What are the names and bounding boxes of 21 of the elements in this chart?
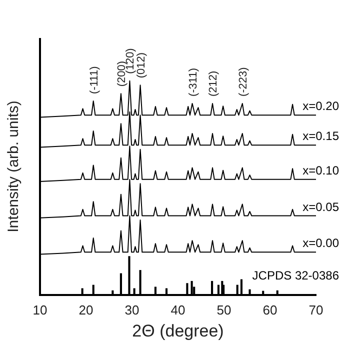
series-label: x=0.15 — [302, 129, 340, 144]
annotation: (012) — [135, 52, 148, 78]
x-tick-label: 50 — [216, 302, 232, 318]
annotation: (212) — [208, 70, 220, 97]
x-tick-label: 40 — [170, 302, 186, 318]
series-label: x=0.00 — [302, 236, 340, 250]
annotation: (-311) — [187, 68, 200, 97]
annotation: (-111) — [88, 66, 100, 94]
x-tick-label: 10 — [32, 302, 48, 318]
series-label: x=0.20 — [302, 99, 340, 114]
y-axis-title: Intensity (arb. units) — [5, 100, 22, 232]
x-tick-label: 30 — [124, 302, 140, 318]
annotation: (120) — [124, 48, 137, 74]
series-label: JCPDS 32-0386 — [252, 268, 340, 283]
x-tick-label: 70 — [308, 302, 324, 318]
series-label: x=0.05 — [302, 200, 340, 214]
series-label: x=0.10 — [302, 163, 340, 178]
x-axis-title: 2Θ (degree) — [132, 321, 224, 340]
annotation: (-223) — [237, 67, 250, 97]
x-tick-label: 60 — [262, 302, 278, 318]
x-tick-label: 20 — [78, 302, 94, 318]
